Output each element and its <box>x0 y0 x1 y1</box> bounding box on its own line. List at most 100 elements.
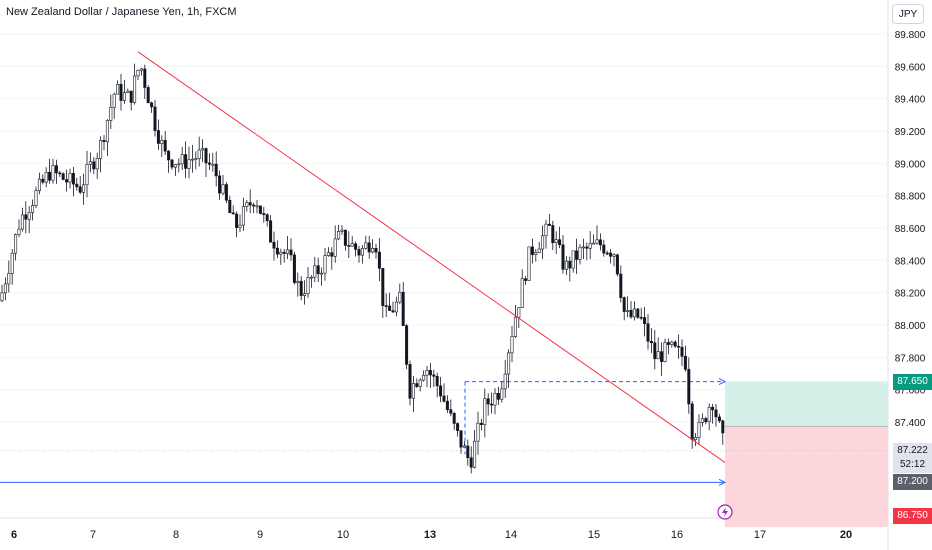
price-tick-label: 87.400 <box>895 418 926 429</box>
candle-body <box>143 68 147 88</box>
candle-body <box>462 445 466 448</box>
candle-body <box>469 457 473 468</box>
candle-body <box>153 106 157 131</box>
currency-button[interactable]: JPY <box>892 4 924 24</box>
candle-body <box>27 212 31 220</box>
candle-body <box>255 205 259 208</box>
candle-body <box>126 90 130 93</box>
candle-body <box>711 406 715 411</box>
candle-body <box>197 149 201 159</box>
candle-body <box>381 268 385 306</box>
time-tick-label: 20 <box>840 529 852 541</box>
candle-body <box>466 445 470 459</box>
candle-body <box>160 139 164 144</box>
candle-body <box>707 406 711 423</box>
candle-body <box>228 199 232 214</box>
loss-zone <box>725 426 888 528</box>
candle-body <box>683 355 687 370</box>
candle-body <box>632 308 636 318</box>
candle-body <box>272 241 276 249</box>
candle-body <box>520 278 524 308</box>
candle-body <box>649 340 653 344</box>
price-tick-label: 89.600 <box>895 62 926 73</box>
candle-body <box>316 265 320 275</box>
candle-body <box>262 213 266 215</box>
candle-body <box>479 422 483 425</box>
candle-body <box>10 252 14 274</box>
candle-body <box>354 243 358 250</box>
candle-body <box>92 161 96 170</box>
candle-body <box>34 190 38 206</box>
candle-body <box>384 305 388 307</box>
candle-body <box>71 173 75 185</box>
candle-body <box>704 418 708 423</box>
candle-body <box>88 161 92 165</box>
price-tick-label: 88.200 <box>895 289 926 300</box>
time-tick-label: 13 <box>424 529 436 541</box>
candle-body <box>697 421 701 438</box>
candle-body <box>41 178 45 183</box>
candle-body <box>449 409 453 414</box>
candle-body <box>605 252 609 255</box>
event-flash-icon <box>717 504 733 520</box>
price-tick-label: 88.800 <box>895 192 926 203</box>
candle-body <box>231 212 235 215</box>
candle-body <box>544 223 548 237</box>
candle-body <box>388 305 392 311</box>
candle-body <box>598 239 602 246</box>
descending-trendline <box>137 51 726 463</box>
price-tick-label: 89.200 <box>895 127 926 138</box>
candle-body <box>473 440 477 468</box>
candle-body <box>337 230 341 240</box>
candle-body <box>656 351 660 360</box>
candle-body <box>609 252 613 257</box>
candle-body <box>221 184 225 194</box>
candle-body <box>119 83 123 101</box>
candle-body <box>65 179 69 183</box>
candle-body <box>663 342 667 362</box>
candle-body <box>602 244 606 254</box>
candle-body <box>241 206 245 226</box>
candle-body <box>252 204 256 207</box>
candle-body <box>714 409 718 418</box>
candle-body <box>561 244 565 270</box>
candle-body <box>75 183 79 188</box>
candle-body <box>680 346 684 357</box>
candle-body <box>20 214 24 230</box>
price-tick-label: 89.000 <box>895 159 926 170</box>
candle-body <box>211 163 215 166</box>
time-tick-label: 17 <box>754 529 766 541</box>
candle-body <box>306 277 310 294</box>
support-arrow-icon <box>718 478 727 486</box>
candle-body <box>411 383 415 399</box>
candle-body <box>275 247 279 255</box>
candle-body <box>177 163 181 166</box>
candle-body <box>82 184 86 193</box>
candle-body <box>439 385 443 397</box>
candle-body <box>14 234 18 254</box>
candle-body <box>554 239 558 244</box>
candle-body <box>173 164 177 168</box>
candle-body <box>320 272 324 275</box>
candle-body <box>408 364 412 399</box>
candle-body <box>245 202 249 207</box>
price-tick-label: 89.800 <box>895 30 926 41</box>
candle-body <box>133 75 137 103</box>
candle-body <box>530 246 534 255</box>
candle-body <box>51 165 55 181</box>
candle-body <box>646 323 650 342</box>
candle-body <box>333 238 337 257</box>
candle-body <box>68 173 72 183</box>
candle-body <box>639 316 643 319</box>
price-tick-label: 88.600 <box>895 224 926 235</box>
candle-body <box>537 248 541 253</box>
candle-body <box>371 247 375 253</box>
candle-body <box>61 173 65 180</box>
candle-body <box>238 224 242 228</box>
candle-body <box>394 301 398 313</box>
candle-body <box>326 252 330 256</box>
candle-body <box>269 220 273 243</box>
candle-body <box>207 162 211 165</box>
